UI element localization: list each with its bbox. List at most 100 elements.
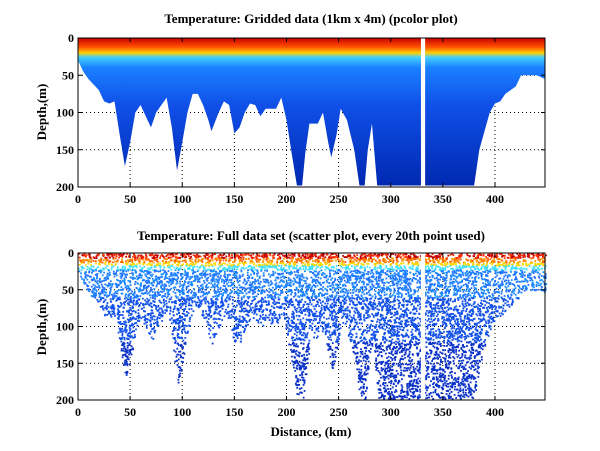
scatter-point <box>139 289 142 291</box>
scatter-point <box>97 282 99 285</box>
scatter-point <box>335 268 338 271</box>
scatter-point <box>303 379 306 382</box>
scatter-point <box>269 310 272 313</box>
scatter-point <box>236 272 239 274</box>
scatter-point <box>119 275 122 278</box>
scatter-point <box>208 264 211 267</box>
scatter-point <box>362 378 365 381</box>
scatter-point <box>94 284 97 287</box>
scatter-point <box>209 270 212 272</box>
scatter-point <box>127 334 129 337</box>
scatter-point <box>191 282 193 285</box>
scatter-point <box>271 298 274 300</box>
scatter-point <box>237 293 240 296</box>
scatter-point <box>278 256 281 259</box>
scatter-point <box>298 301 300 304</box>
scatter-point <box>169 279 171 282</box>
scatter-point <box>257 301 260 303</box>
scatter-point <box>108 294 111 297</box>
scatter-point <box>193 300 196 303</box>
scatter-point <box>334 360 336 363</box>
scatter-point <box>359 258 362 261</box>
scatter-point <box>296 378 299 380</box>
scatter-point <box>84 272 86 275</box>
scatter-point <box>123 297 126 300</box>
scatter-point <box>240 337 243 340</box>
scatter-point <box>374 330 377 333</box>
scatter-point <box>237 327 239 329</box>
scatter-point <box>249 288 251 291</box>
scatter-point <box>92 287 95 290</box>
scatter-point <box>352 317 355 320</box>
scatter-point <box>303 365 305 367</box>
scatter-point <box>222 294 225 297</box>
scatter-point <box>195 256 198 259</box>
scatter-point <box>199 289 201 291</box>
top-y-axis-label: Depth,(m) <box>34 84 49 141</box>
scatter-point <box>353 258 356 261</box>
scatter-point <box>301 258 304 261</box>
scatter-point <box>183 310 185 313</box>
scatter-point <box>201 259 203 261</box>
scatter-point <box>94 280 97 283</box>
scatter-point <box>154 297 156 300</box>
scatter-point <box>221 295 224 297</box>
scatter-point <box>215 259 218 262</box>
scatter-point <box>221 302 224 305</box>
scatter-point <box>281 269 284 272</box>
scatter-point <box>306 292 309 295</box>
scatter-point <box>229 274 231 276</box>
scatter-point <box>182 289 185 291</box>
scatter-point <box>311 295 314 297</box>
scatter-point <box>102 259 105 262</box>
scatter-point <box>106 302 109 305</box>
scatter-point <box>191 300 194 302</box>
scatter-point <box>155 306 158 309</box>
scatter-point <box>162 298 165 301</box>
scatter-point <box>161 296 164 299</box>
scatter-point <box>305 350 308 353</box>
scatter-point <box>267 284 270 287</box>
scatter-point <box>315 270 318 273</box>
scatter-point <box>210 316 212 319</box>
scatter-point <box>308 314 311 317</box>
scatter-point <box>120 302 123 305</box>
scatter-point <box>122 354 125 356</box>
scatter-point <box>319 277 322 280</box>
scatter-point <box>128 342 131 345</box>
scatter-point <box>94 296 97 299</box>
scatter-point <box>278 315 281 318</box>
scatter-point <box>88 290 91 293</box>
scatter-point <box>93 288 96 291</box>
scatter-point <box>146 263 149 266</box>
scatter-point <box>233 339 236 342</box>
scatter-point <box>283 257 285 260</box>
scatter-point <box>186 297 189 300</box>
scatter-point <box>290 325 293 328</box>
scatter-point <box>302 317 305 320</box>
scatter-point <box>181 304 184 306</box>
scatter-point <box>112 256 115 259</box>
scatter-point <box>308 318 311 321</box>
scatter-point <box>312 260 314 262</box>
scatter-point <box>371 269 374 271</box>
scatter-point <box>119 288 122 291</box>
scatter-point <box>245 299 247 302</box>
scatter-point <box>296 360 299 362</box>
scatter-point <box>93 286 96 289</box>
scatter-point <box>92 283 95 286</box>
scatter-point <box>219 276 222 279</box>
scatter-point <box>178 326 181 329</box>
scatter-point <box>283 281 285 283</box>
scatter-point <box>206 279 209 282</box>
scatter-point <box>195 293 198 296</box>
scatter-point <box>156 318 158 321</box>
scatter-point <box>115 272 118 274</box>
scatter-point <box>102 301 105 304</box>
scatter-point <box>205 257 208 260</box>
scatter-point <box>355 276 357 278</box>
scatter-point <box>107 253 109 256</box>
scatter-point <box>225 312 228 315</box>
scatter-point <box>251 300 254 302</box>
scatter-point <box>343 298 346 301</box>
